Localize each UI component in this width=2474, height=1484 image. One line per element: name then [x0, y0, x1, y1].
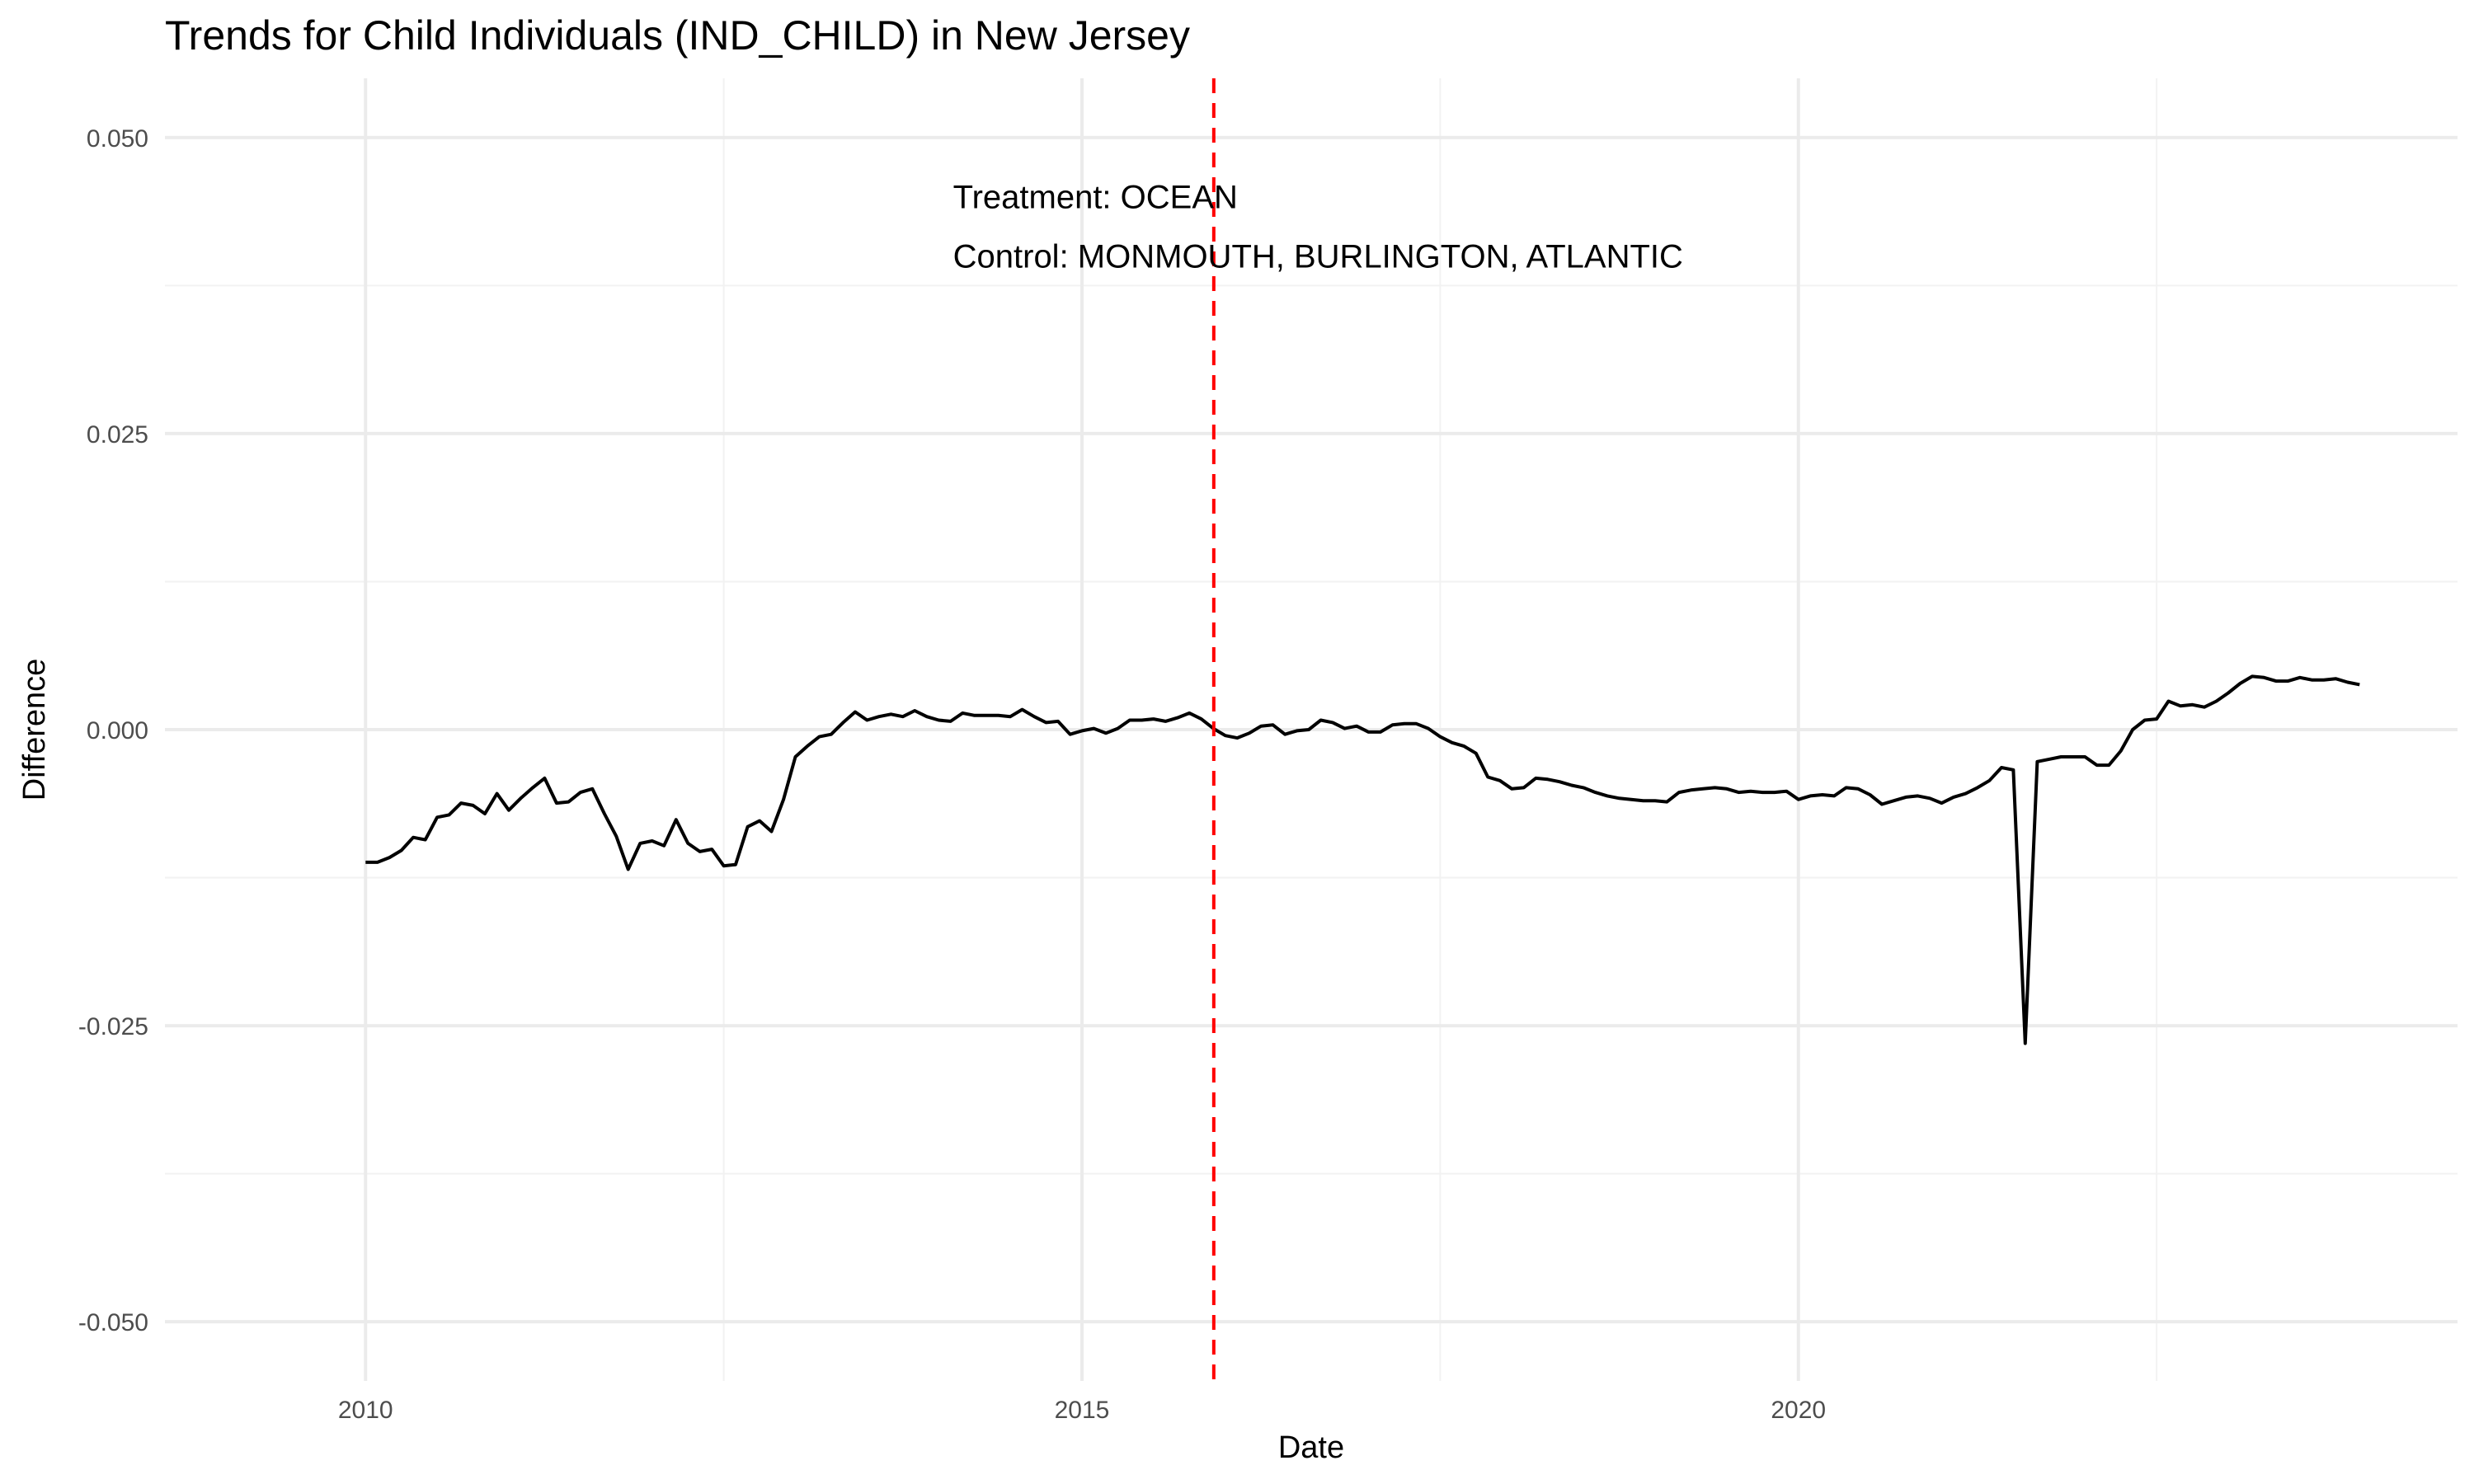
control-annotation: Control: MONMOUTH, BURLINGTON, ATLANTIC: [953, 238, 1683, 275]
x-axis-label: Date: [1278, 1430, 1344, 1465]
treatment-annotation: Treatment: OCEAN: [953, 180, 1238, 216]
y-tick-label: 0.025: [87, 421, 148, 448]
y-axis-label: Difference: [17, 659, 52, 801]
chart-title: Trends for Child Individuals (IND_CHILD)…: [165, 12, 1190, 59]
y-tick-label: 0.000: [87, 717, 148, 744]
y-tick-label: 0.050: [87, 125, 148, 153]
x-tick-label: 2010: [338, 1397, 393, 1424]
y-tick-label: -0.025: [78, 1013, 148, 1040]
difference-series-line: [365, 674, 2360, 1045]
x-tick-label: 2020: [1771, 1397, 1826, 1424]
x-tick-label: 2015: [1055, 1397, 1110, 1424]
y-axis-ticks: -0.050 -0.025 0.000 0.025 0.050: [78, 125, 148, 1336]
x-axis-ticks: 2010 2015 2020: [338, 1397, 1826, 1424]
y-tick-label: -0.050: [78, 1309, 148, 1336]
